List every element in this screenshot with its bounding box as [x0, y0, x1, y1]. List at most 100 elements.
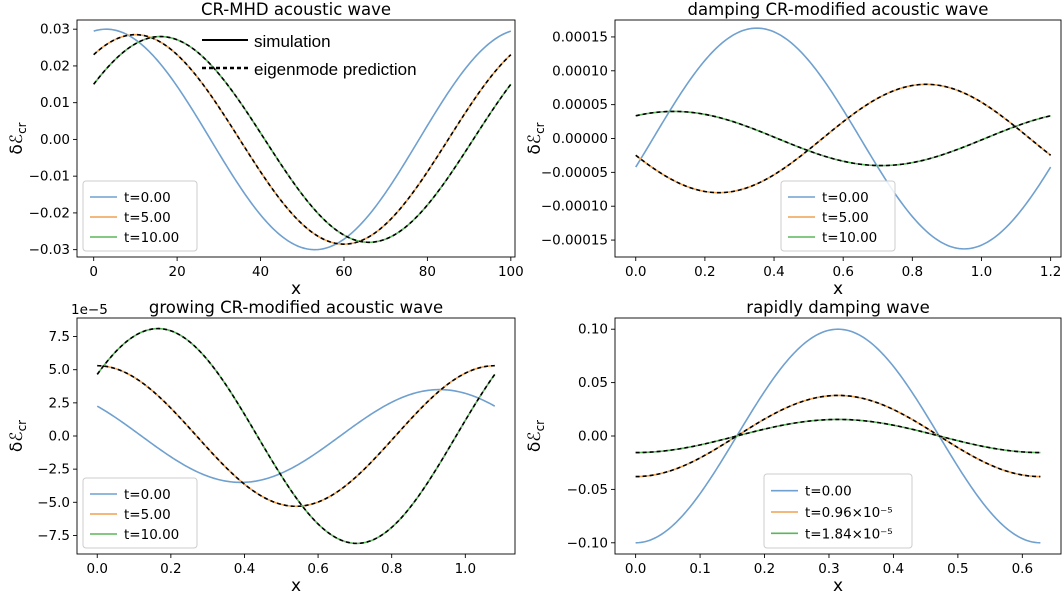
y-axis-label-main: δℰ — [525, 431, 545, 452]
prediction-line-2 — [635, 83, 1052, 194]
y-tick-label: 0.00 — [578, 429, 608, 445]
y-tick-label: 0.00005 — [552, 97, 608, 113]
x-tick-label: 0.8 — [381, 561, 402, 577]
chart-title: CR-MHD acoustic wave — [201, 0, 391, 19]
legend-box — [780, 180, 896, 252]
y-tick-label: 0.01 — [40, 95, 70, 111]
y-tick-label: −0.00015 — [541, 233, 608, 249]
legend: t=0.00 t=5.00 t=10.00 — [780, 180, 896, 252]
legend-label-2: t=5.00 — [124, 507, 171, 523]
chart-2: 0.0 0.2 0.4 0.6 0.8 1.0 1.2 −0.00015 −0.00010 −0.… — [525, 0, 1062, 299]
chart-title: damping CR-modified acoustic wave — [688, 0, 989, 19]
series-line-2 — [635, 394, 1041, 478]
legend-label-1: t=0.00 — [822, 190, 869, 206]
x-tick-label: 0.2 — [160, 561, 181, 577]
legend-label-2: t=5.00 — [822, 210, 869, 226]
x-tick-label: 0.5 — [947, 561, 968, 577]
y-tick-label: 0.00010 — [552, 63, 608, 79]
simulation-label: simulation — [254, 32, 331, 51]
x-tick-label: 80 — [419, 264, 436, 280]
x-axis-label: x — [291, 279, 301, 299]
y-tick-label: 0.00 — [40, 132, 70, 148]
y-axis-label-sub: cr — [533, 420, 547, 432]
chart-4: 0.0 0.1 0.2 0.3 0.4 0.5 0.6 −0.10 −0.05 0.00 0.05 0… — [525, 298, 1062, 596]
x-tick-label: 0.6 — [307, 561, 328, 577]
x-tick-label: 100 — [498, 264, 524, 280]
y-tick-label: −0.00010 — [541, 199, 608, 215]
prediction-line-3 — [635, 110, 1051, 167]
legend-label-2: t=0.96×10⁻⁵ — [805, 505, 893, 521]
prediction-line-3 — [96, 327, 496, 545]
prediction-line-3 — [635, 418, 1041, 454]
legend-label-2: t=5.00 — [124, 210, 171, 226]
x-tick-label: 1.2 — [1040, 264, 1061, 280]
x-tick-label: 0.6 — [832, 264, 853, 280]
chart-title: growing CR-modified acoustic wave — [149, 298, 443, 317]
y-axis-label-main: δℰ — [7, 431, 27, 452]
y-tick-label: 5.0 — [49, 362, 70, 378]
x-tick-label: 0.6 — [1012, 561, 1033, 577]
legend-label-3: t=10.00 — [822, 230, 877, 246]
y-tick-label: −0.00005 — [541, 165, 608, 181]
y-axis-label-sub: cr — [533, 122, 547, 134]
y-tick-label: −7.5 — [37, 528, 70, 544]
y-axis-label-main: δℰ — [7, 134, 27, 155]
legend-label-1: t=0.00 — [124, 190, 171, 206]
x-tick-label: 1.0 — [971, 264, 992, 280]
x-tick-label: 0.0 — [625, 264, 646, 280]
prediction-line-2 — [635, 394, 1041, 478]
x-axis-label: x — [833, 279, 843, 299]
x-tick-label: 0.4 — [234, 561, 255, 577]
y-tick-label: 2.5 — [49, 395, 70, 411]
series-line-1 — [635, 328, 1041, 544]
y-tick-label: 0.00015 — [552, 29, 608, 45]
y-axis-label-sub: cr — [15, 420, 29, 432]
prediction-line-2 — [97, 364, 495, 508]
prediction-line-2 — [93, 33, 512, 245]
y-axis-label-sub: cr — [15, 122, 29, 134]
prediction-line-3 — [93, 35, 512, 244]
y-tick-label: −0.05 — [567, 482, 608, 498]
y-tick-label: 0.05 — [578, 375, 608, 391]
legend-box — [763, 473, 913, 549]
x-tick-label: 0.8 — [902, 264, 923, 280]
y-axis-label: δℰcr — [525, 122, 547, 154]
y-offset-text: 1e−5 — [71, 302, 108, 318]
x-tick-label: 60 — [335, 264, 352, 280]
series-line-2 — [635, 83, 1052, 194]
legend: t=0.00 t=0.96×10⁻⁵ t=1.84×10⁻⁵ — [763, 473, 913, 549]
series-line-1 — [635, 27, 1052, 250]
legend: t=0.00 t=5.00 t=10.00 — [82, 477, 198, 549]
x-tick-label: 0.2 — [694, 264, 715, 280]
plot-frame — [76, 19, 516, 258]
y-axis-label: δℰcr — [525, 420, 547, 452]
legend-box — [82, 477, 198, 549]
x-axis-label: x — [291, 576, 301, 593]
x-tick-label: 0.0 — [87, 561, 108, 577]
chart-3: 0.0 0.2 0.4 0.6 0.8 1.0 −7.5 −5.0 −2.5 0.0 2.5 5.0 7… — [7, 298, 516, 596]
y-tick-label: 0.03 — [40, 22, 70, 38]
y-tick-label: −0.02 — [29, 205, 70, 221]
x-tick-label: 0.3 — [818, 561, 839, 577]
legend-label-1: t=0.00 — [805, 484, 852, 500]
x-tick-label: 0.1 — [689, 561, 710, 577]
x-tick-label: 0 — [89, 264, 98, 280]
x-tick-label: 1.0 — [455, 561, 476, 577]
series-line-3 — [635, 418, 1041, 454]
x-axis-label: x — [833, 576, 843, 593]
legend-label-3: t=10.00 — [124, 230, 179, 246]
legend-label-3: t=10.00 — [124, 527, 179, 543]
y-tick-label: −0.01 — [29, 169, 70, 185]
y-axis-label-main: δℰ — [525, 134, 545, 155]
legend: t=0.00 t=5.00 t=10.00 — [82, 180, 198, 252]
y-tick-label: −0.03 — [29, 242, 70, 258]
y-tick-label: 7.5 — [49, 329, 70, 345]
y-tick-label: 0.0 — [49, 429, 70, 445]
x-tick-label: 0.2 — [754, 561, 775, 577]
series-line-1 — [96, 388, 496, 484]
chart-1: 0 20 40 60 80 100 −0.03 −0.02 −0.01 0.00 0.01 0.02 0… — [7, 0, 524, 299]
y-tick-label: 0.02 — [40, 58, 70, 74]
y-tick-label: −5.0 — [37, 495, 70, 511]
y-tick-label: −2.5 — [37, 462, 70, 478]
